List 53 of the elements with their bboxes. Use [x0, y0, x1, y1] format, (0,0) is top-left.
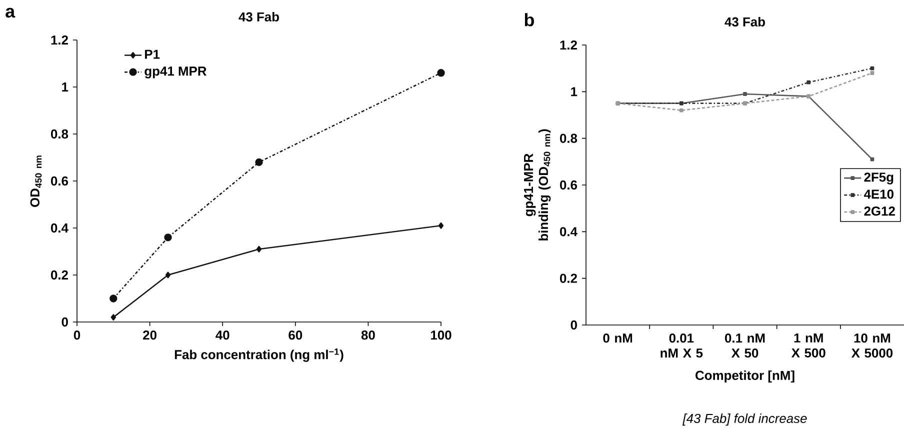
point [806, 80, 811, 84]
x-tick-label: 80 [361, 330, 375, 340]
x-tick-label: 0.1 nM X 50 [725, 334, 765, 358]
y-axis-title: gp41-MPR binding (OD$_{450 nm}$) [524, 129, 551, 240]
chart-title: 43 Fab [238, 12, 279, 22]
x-tick-label: 20 [143, 330, 156, 340]
legend-label: gp41 MPR [144, 66, 206, 78]
point [438, 222, 444, 229]
text: b [524, 13, 534, 26]
legend-label: 2F5g [864, 172, 894, 184]
x-tick-label: 100 [431, 330, 452, 340]
y-tick-label: 1 [571, 87, 578, 96]
y-tick-label: 0.6 [560, 180, 578, 190]
y-tick-label: 0.6 [50, 176, 68, 186]
point [870, 157, 874, 162]
text: [43 Fab] fold increase [682, 414, 807, 426]
x-tick-label: 40 [216, 330, 230, 340]
x-tick-label: 0 nM [603, 334, 632, 343]
y-axis-title: OD$_{450 nm}$ [30, 156, 42, 207]
y-tick-label: 0.8 [50, 129, 68, 139]
x-tick-label: 0 [74, 330, 80, 340]
x-tick-label: 10 nM X 5000 [851, 334, 893, 358]
point [164, 234, 172, 242]
y-tick-label: 0 [62, 317, 68, 327]
x-tick-label: 0.01 nM X 5 [660, 334, 703, 358]
legend-label: P1 [145, 50, 160, 59]
point [870, 66, 874, 70]
y-tick-label: 1.2 [51, 35, 68, 45]
y-tick-label: 1.2 [560, 40, 577, 50]
y-tick-label: 0.2 [560, 274, 577, 283]
point [255, 158, 263, 166]
y-tick-label: 0.4 [560, 227, 578, 236]
point [743, 92, 747, 96]
y-tick-label: 0.8 [560, 134, 578, 143]
x-axis-title: Competitor [nM] [696, 370, 794, 383]
y-tick-label: 0.4 [50, 223, 68, 233]
y-tick-label: 1 [62, 82, 68, 92]
point [679, 108, 684, 112]
x-axis-title: Fab concentration (ng ml$^{−1}$) [174, 348, 344, 362]
point [110, 294, 118, 302]
y-tick-label: 0 [570, 320, 577, 330]
x-tick-label: 60 [288, 330, 302, 340]
point [870, 71, 874, 75]
y-tick-label: 0.2 [50, 270, 68, 280]
x-tick-label: 1 nM X 500 [791, 334, 826, 358]
legend-label: 2G12 [864, 206, 895, 216]
point [437, 69, 445, 77]
legend-label: 4E10 [864, 190, 894, 199]
point [110, 314, 116, 321]
text: a [6, 8, 16, 18]
chart-title: 43 Fab [724, 16, 765, 26]
point [165, 272, 171, 278]
point [256, 246, 262, 252]
